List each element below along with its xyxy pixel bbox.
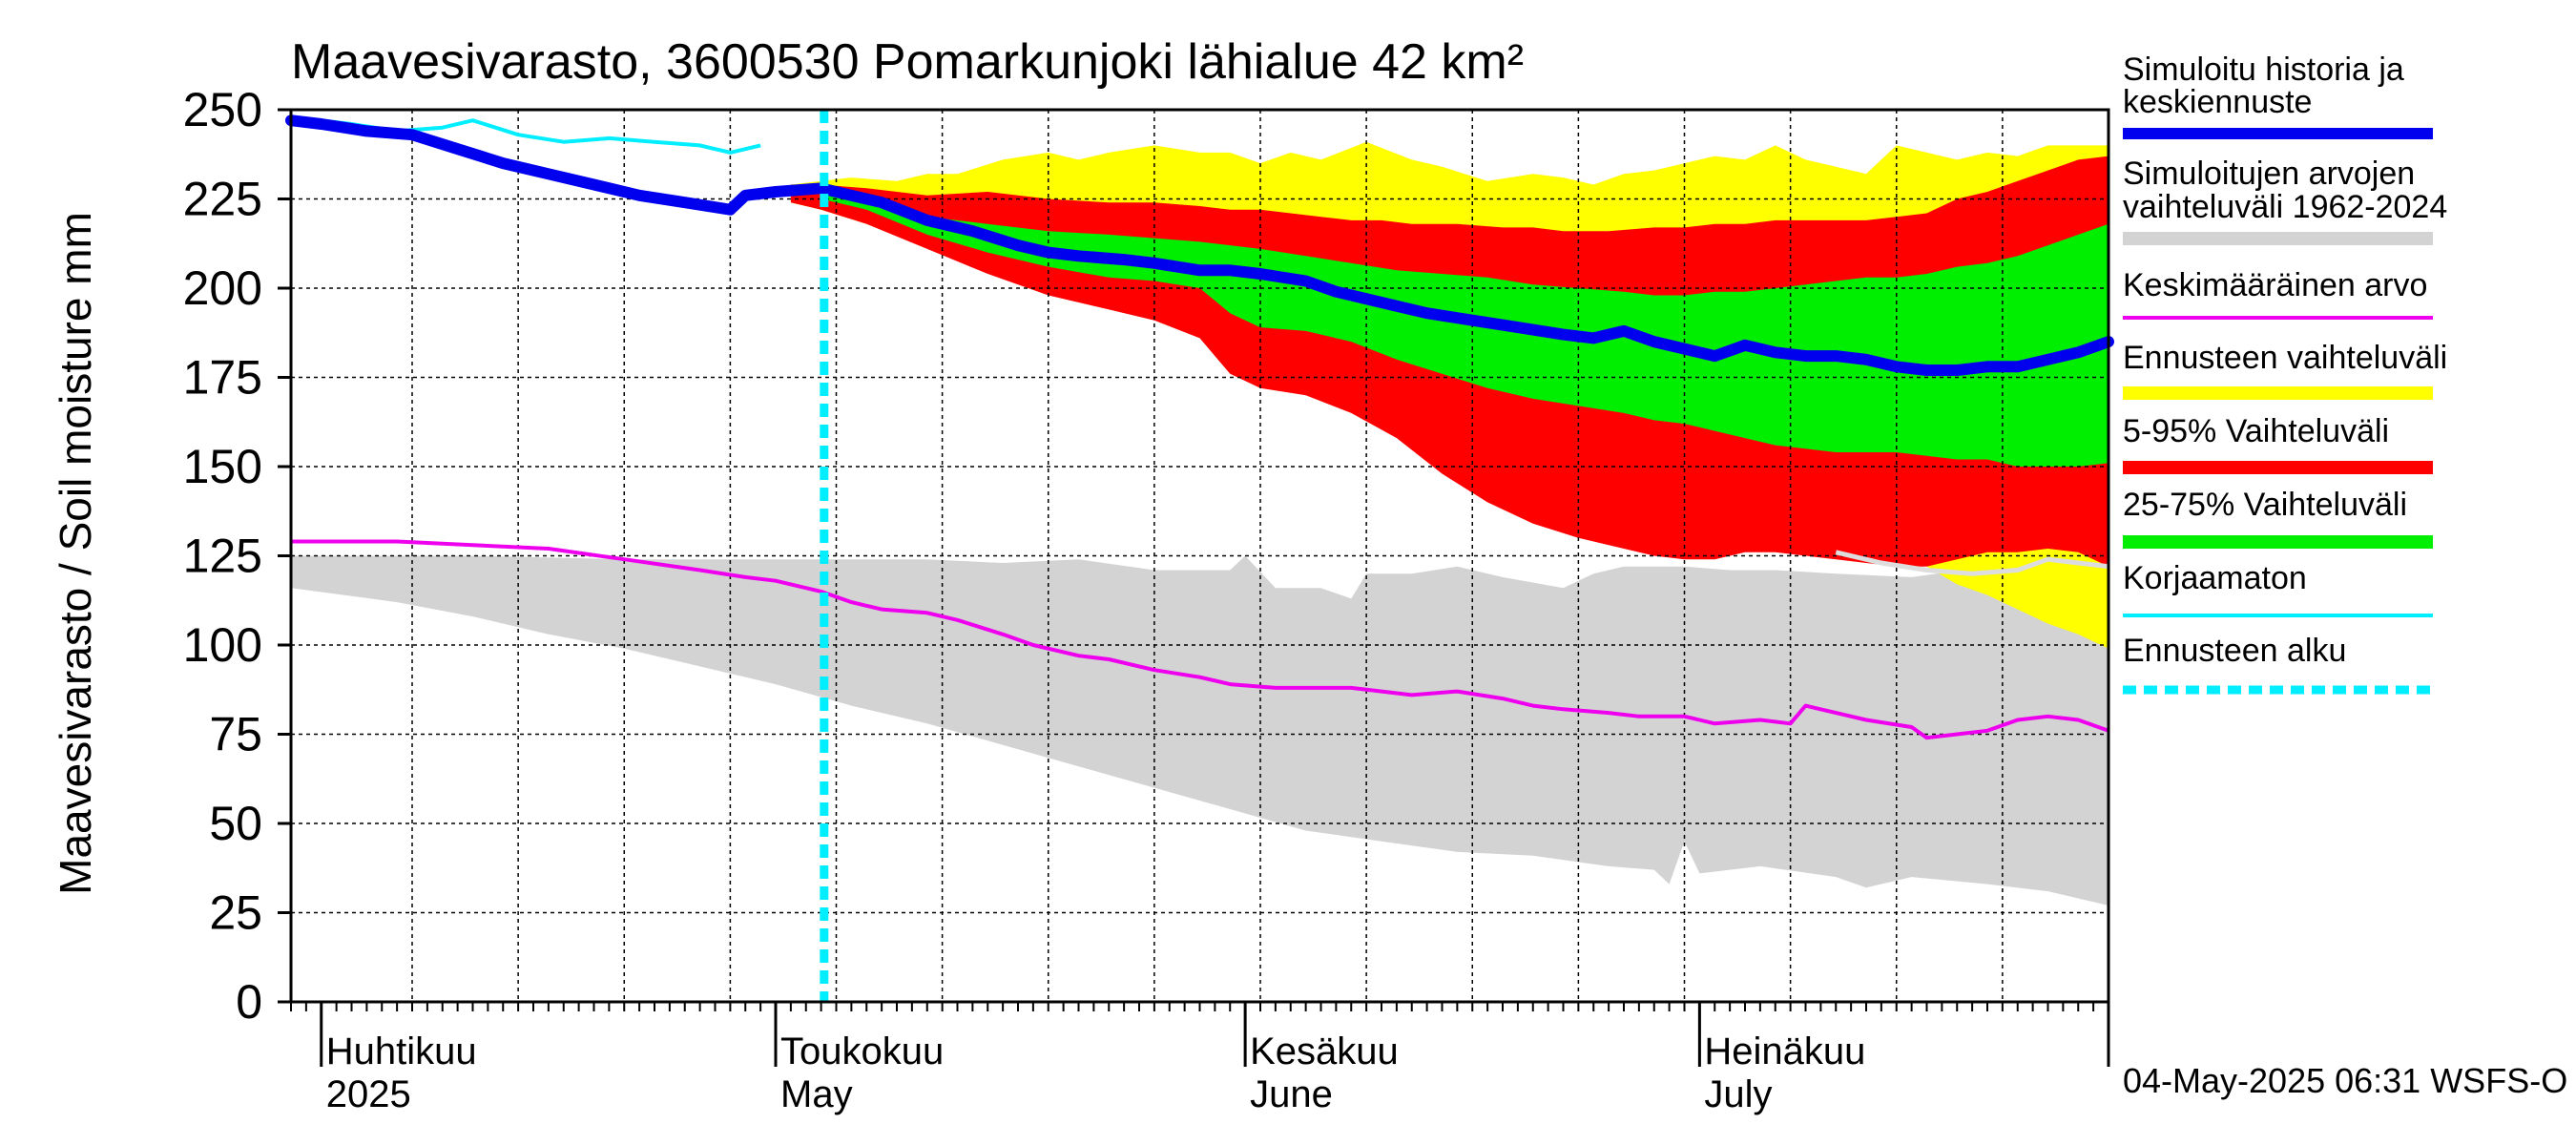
legend-label: Simuloitujen arvojen: [2123, 156, 2415, 192]
legend-label: keskiennuste: [2123, 84, 2312, 120]
historical-range-band: [291, 555, 2109, 906]
y-tick-label: 25: [209, 886, 262, 940]
y-tick-label: 0: [236, 975, 262, 1029]
series-lines-layer: [285, 110, 2114, 1002]
historical-range-layer: [291, 555, 2109, 906]
mean-series-line: [291, 539, 2109, 740]
x-month-label-fi: Huhtikuu: [326, 1030, 477, 1072]
y-tick-label: 175: [183, 351, 262, 405]
legend-item-mean: Keskimääräinen arvo: [2123, 267, 2433, 320]
y-tick-label: 225: [183, 173, 262, 226]
chart-title: Maavesivarasto, 3600530 Pomarkunjoki läh…: [291, 34, 1524, 90]
x-month-label-en: May: [780, 1073, 853, 1115]
legend-label: vaihteluväli 1962-2024: [2123, 189, 2447, 225]
y-tick-label: 100: [183, 618, 262, 672]
x-month-label-en: June: [1250, 1073, 1333, 1115]
legend-label: Korjaamaton: [2123, 560, 2307, 596]
y-tick-label: 75: [209, 708, 262, 761]
legend-label: Ennusteen vaihteluväli: [2123, 340, 2447, 376]
y-axis: 0 25 50 75 100 125 150 175 200 225 250: [183, 83, 291, 1029]
legend-item-red: 5-95% Vaihteluväli: [2123, 413, 2433, 474]
y-tick-label: 150: [183, 440, 262, 493]
x-month-label-fi: Heinäkuu: [1704, 1030, 1865, 1072]
legend-label: 25-75% Vaihteluväli: [2123, 487, 2407, 523]
y-tick-label: 250: [183, 83, 262, 136]
timestamp-label: 04-May-2025 06:31 WSFS-O: [2123, 1061, 2567, 1100]
y-axis-label: Maavesivarasto / Soil moisture mm: [51, 212, 100, 895]
legend-label: Simuloitu historia ja: [2123, 52, 2404, 88]
simulated-history-line: [285, 114, 2114, 376]
x-month-label-fi: Kesäkuu: [1250, 1030, 1399, 1072]
y-tick-label: 50: [209, 797, 262, 850]
y-tick-label: 125: [183, 530, 262, 583]
legend-item-fstart: Ennusteen alku: [2123, 633, 2433, 695]
legend: Simuloitu historia jakeskiennusteSimuloi…: [2123, 52, 2447, 695]
x-month-label-en: 2025: [326, 1073, 411, 1115]
legend-item-uncorrected: Korjaamaton: [2123, 560, 2433, 617]
x-month-label-en: July: [1704, 1073, 1772, 1115]
y-tick-label: 200: [183, 261, 262, 315]
legend-label: 5-95% Vaihteluväli: [2123, 413, 2389, 449]
legend-item-yellow: Ennusteen vaihteluväli: [2123, 340, 2447, 400]
legend-label: Ennusteen alku: [2123, 633, 2346, 669]
legend-label: Keskimääräinen arvo: [2123, 267, 2427, 303]
x-month-label-fi: Toukokuu: [780, 1030, 944, 1072]
uncorrected-tail-line: [1835, 550, 2109, 576]
legend-item-green: 25-75% Vaihteluväli: [2123, 487, 2433, 549]
plot-area: [285, 110, 2114, 1002]
